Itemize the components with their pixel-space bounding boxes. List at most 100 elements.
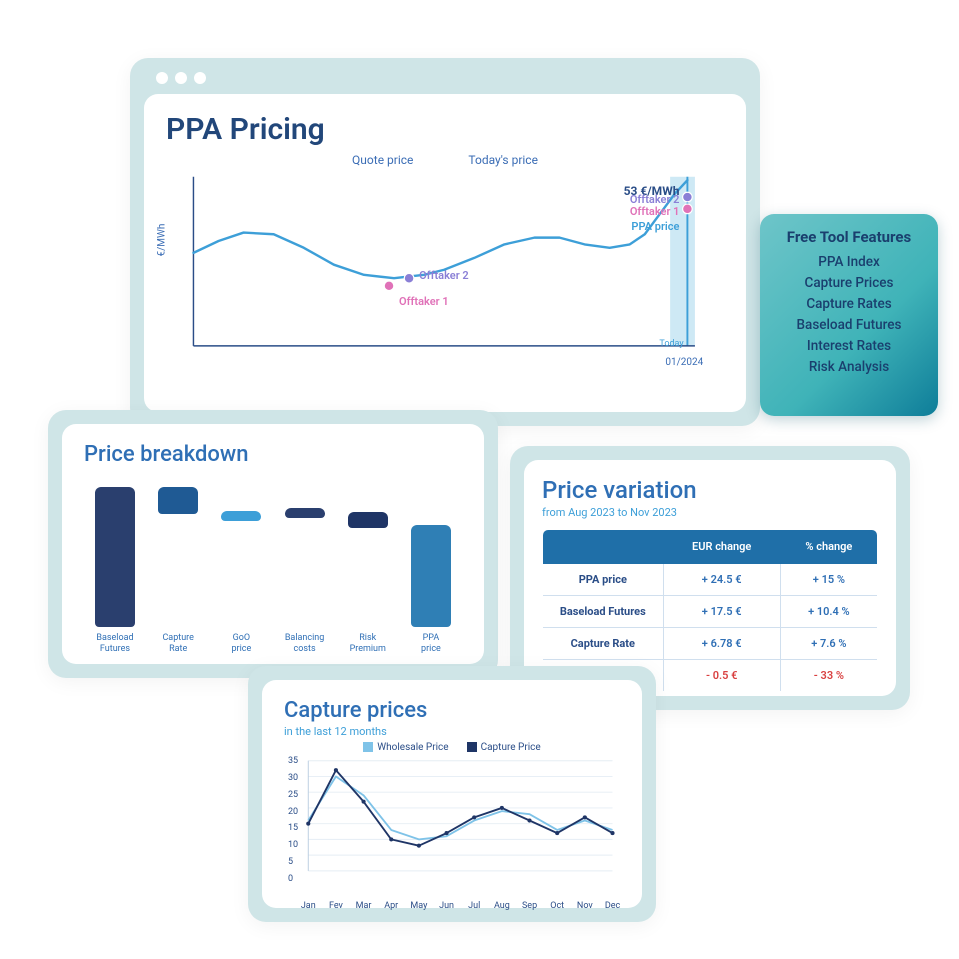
- window-dot: [156, 72, 168, 84]
- bar-label: CaptureRate: [153, 633, 203, 655]
- bar: [411, 525, 451, 627]
- price-breakdown-window: Price breakdown BaseloadFutures CaptureRa…: [48, 410, 498, 678]
- bar: [221, 511, 261, 521]
- y-tick: 35: [288, 756, 298, 766]
- y-tick: 15: [288, 823, 298, 833]
- ppa-pricing-panel: PPA Pricing Quote price Today's price €/…: [144, 94, 746, 412]
- x-tick: Oct: [550, 901, 564, 911]
- bar-label: Balancingcosts: [280, 633, 330, 655]
- breakdown-x-labels: BaseloadFutures CaptureRate GoOprice Balanc…: [84, 627, 462, 655]
- features-card: Free Tool Features PPA Index Capture Pric…: [760, 214, 938, 416]
- legend-swatch: [363, 742, 373, 752]
- bar-label: PPAprice: [406, 633, 456, 655]
- y-tick: 20: [288, 807, 298, 817]
- feature-item: Capture Rates: [770, 296, 928, 312]
- y-tick: 10: [288, 840, 298, 850]
- bar: [285, 508, 325, 518]
- offtaker1-today-label: Offtaker 1: [630, 205, 680, 218]
- x-tick: Fev: [329, 901, 343, 911]
- ppa-chart: €/MWh Offtaker 1Offtaker 253 €/MWhOfftak…: [180, 171, 718, 371]
- legend-item: Capture Price: [467, 742, 541, 753]
- variation-title: Price variation: [542, 476, 878, 504]
- row-label: PPA price: [543, 564, 664, 596]
- capture-legend: Wholesale Price Capture Price: [284, 742, 620, 753]
- variation-subtitle: from Aug 2023 to Nov 2023: [542, 506, 878, 519]
- pct-change: + 7.6 %: [780, 628, 877, 660]
- y-axis-label: €/MWh: [157, 224, 168, 257]
- features-list: PPA Index Capture Prices Capture Rates Base…: [770, 254, 928, 375]
- bar: [95, 487, 135, 627]
- pct-change: + 10.4 %: [780, 596, 877, 628]
- x-tick: Jan: [301, 901, 316, 911]
- eur-change: - 0.5 €: [663, 660, 780, 692]
- table-row: Capture Rate + 6.78 € + 7.6 %: [543, 628, 878, 660]
- window-titlebar: [144, 68, 746, 94]
- legend-today: Today's price: [468, 153, 538, 167]
- bar-wrap: [406, 487, 456, 627]
- table-header: % change: [780, 530, 877, 564]
- legend-swatch: [467, 742, 477, 752]
- table-header: [543, 530, 664, 564]
- x-tick: Mar: [356, 901, 372, 911]
- legend-row: Quote price Today's price: [166, 153, 724, 167]
- table-row: Baseload Futures + 17.5 € + 10.4 %: [543, 596, 878, 628]
- capture-subtitle: in the last 12 months: [284, 725, 620, 738]
- price-variation-panel: Price variation from Aug 2023 to Nov 202…: [524, 460, 896, 696]
- x-tick: Nov: [577, 901, 593, 911]
- y-tick: 30: [288, 773, 298, 783]
- y-tick: 5: [288, 857, 293, 867]
- bar-label: GoOprice: [216, 633, 266, 655]
- y-tick: 0: [288, 874, 293, 884]
- breakdown-bar-chart: [84, 477, 462, 627]
- x-tick: May: [410, 901, 427, 911]
- window-dot: [194, 72, 206, 84]
- bar-wrap: [216, 487, 266, 627]
- ppa-title: PPA Pricing: [166, 112, 724, 147]
- y-tick: 25: [288, 790, 298, 800]
- capture-prices-window: Capture prices in the last 12 months Who…: [248, 666, 656, 922]
- ppa-price-label: PPA price: [631, 220, 679, 233]
- ppa-pricing-window: PPA Pricing Quote price Today's price €/…: [130, 58, 760, 426]
- eur-change: + 17.5 €: [663, 596, 780, 628]
- legend-quote: Quote price: [352, 153, 413, 167]
- bar-wrap: [153, 487, 203, 627]
- feature-item: Interest Rates: [770, 338, 928, 354]
- eur-change: + 24.5 €: [663, 564, 780, 596]
- offtaker1-quote-label: Offtaker 1: [399, 295, 449, 308]
- bar-wrap: [90, 487, 140, 627]
- window-dot: [175, 72, 187, 84]
- capture-line-chart: 05101520253035JanFevMarAprMayJunJulAugSe…: [284, 757, 620, 897]
- offtaker2-today-label: Offtaker 2: [630, 193, 680, 206]
- feature-item: Baseload Futures: [770, 317, 928, 333]
- eur-change: + 6.78 €: [663, 628, 780, 660]
- x-tick: Aug: [494, 901, 510, 911]
- x-axis-date: 01/2024: [665, 357, 703, 368]
- bar: [158, 487, 198, 514]
- x-tick: Dec: [605, 901, 620, 911]
- table-row: PPA price + 24.5 € + 15 %: [543, 564, 878, 596]
- bar-wrap: [343, 487, 393, 627]
- breakdown-title: Price breakdown: [84, 442, 462, 467]
- pct-change: + 15 %: [780, 564, 877, 596]
- table-header: EUR change: [663, 530, 780, 564]
- bar-label: RiskPremium: [343, 633, 393, 655]
- row-label: Capture Rate: [543, 628, 664, 660]
- x-tick: Sep: [522, 901, 537, 911]
- capture-prices-panel: Capture prices in the last 12 months Who…: [262, 680, 642, 908]
- features-title: Free Tool Features: [770, 228, 928, 246]
- bar-wrap: [280, 487, 330, 627]
- x-tick: Apr: [384, 901, 398, 911]
- bar: [348, 512, 388, 527]
- price-breakdown-panel: Price breakdown BaseloadFutures CaptureRa…: [62, 424, 484, 664]
- x-tick: Jul: [468, 901, 480, 911]
- capture-chart-svg: [284, 757, 620, 888]
- pct-change: - 33 %: [780, 660, 877, 692]
- x-tick: Jun: [439, 901, 454, 911]
- bar-label: BaseloadFutures: [90, 633, 140, 655]
- offtaker2-quote-label: Offtaker 2: [419, 269, 469, 282]
- row-label: Baseload Futures: [543, 596, 664, 628]
- feature-item: PPA Index: [770, 254, 928, 270]
- feature-item: Capture Prices: [770, 275, 928, 291]
- feature-item: Risk Analysis: [770, 359, 928, 375]
- legend-item: Wholesale Price: [363, 742, 448, 753]
